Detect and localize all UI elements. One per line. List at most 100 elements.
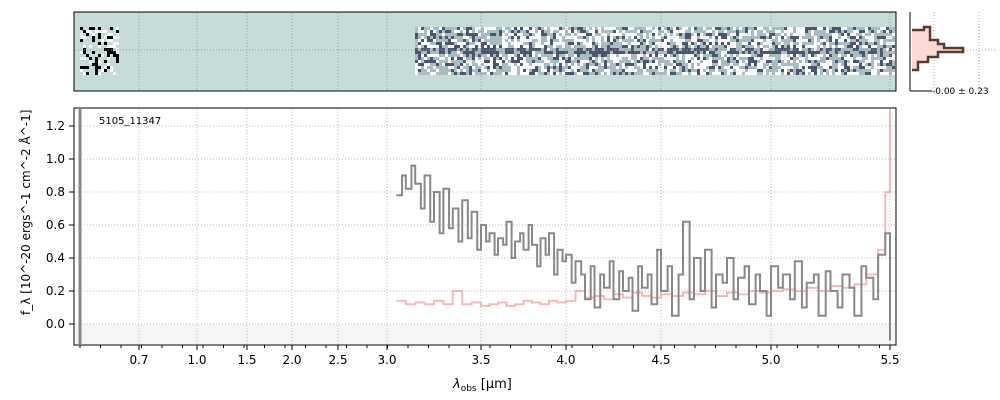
- pixel: [772, 51, 775, 54]
- pixel: [466, 42, 469, 45]
- pixel: [577, 60, 580, 63]
- pixel: [478, 57, 481, 60]
- pixel: [832, 42, 835, 45]
- pixel: [853, 63, 856, 66]
- pixel: [733, 45, 736, 48]
- pixel: [526, 60, 529, 63]
- pixel: [754, 51, 757, 54]
- pixel: [748, 63, 751, 66]
- pixel: [475, 69, 478, 72]
- pixel: [775, 39, 778, 42]
- pixel: [646, 48, 649, 51]
- pixel: [700, 51, 703, 54]
- pixel: [823, 27, 826, 30]
- pixel: [682, 60, 685, 63]
- pixel: [829, 45, 832, 48]
- pixel: [604, 39, 607, 42]
- pixel: [736, 66, 739, 69]
- pixel: [721, 42, 724, 45]
- pixel: [550, 33, 553, 36]
- pixel: [886, 42, 889, 45]
- pixel: [499, 30, 502, 33]
- pixel: [628, 54, 631, 57]
- pixel: [667, 33, 670, 36]
- pixel: [871, 48, 874, 51]
- x-tick-label: 2.0: [282, 353, 301, 367]
- pixel: [475, 51, 478, 54]
- pixel: [865, 36, 868, 39]
- pixel: [856, 45, 859, 48]
- pixel: [487, 48, 490, 51]
- pixel: [496, 60, 499, 63]
- pixel: [643, 69, 646, 72]
- pixel: [601, 63, 604, 66]
- pixel: [562, 33, 565, 36]
- pixel: [550, 60, 553, 63]
- pixel: [706, 69, 709, 72]
- pixel: [544, 69, 547, 72]
- pixel: [433, 57, 436, 60]
- pixel: [892, 60, 895, 63]
- pixel: [721, 63, 724, 66]
- pixel: [517, 60, 520, 63]
- pixel: [691, 36, 694, 39]
- pixel: [691, 51, 694, 54]
- pixel: [523, 42, 526, 45]
- pixel: [523, 51, 526, 54]
- pixel: [730, 57, 733, 60]
- pixel: [601, 33, 604, 36]
- pixel: [868, 63, 871, 66]
- pixel: [553, 48, 556, 51]
- pixel: [658, 45, 661, 48]
- pixel: [478, 63, 481, 66]
- pixel: [472, 51, 475, 54]
- pixel: [613, 72, 616, 75]
- pixel: [772, 36, 775, 39]
- pixel: [775, 42, 778, 45]
- pixel: [451, 66, 454, 69]
- pixel: [556, 72, 559, 75]
- pixel: [829, 27, 832, 30]
- pixel: [664, 66, 667, 69]
- y-tick-label: 0.6: [46, 218, 65, 232]
- pixel: [598, 30, 601, 33]
- pixel: [823, 54, 826, 57]
- pixel: [550, 36, 553, 39]
- pixel: [664, 48, 667, 51]
- pixel: [532, 39, 535, 42]
- pixel: [667, 69, 670, 72]
- pixel: [697, 36, 700, 39]
- pixel: [883, 57, 886, 60]
- pixel: [574, 39, 577, 42]
- pixel: [427, 69, 430, 72]
- pixel: [586, 30, 589, 33]
- pixel: [577, 54, 580, 57]
- pixel: [472, 27, 475, 30]
- pixel: [883, 45, 886, 48]
- pixel: [556, 48, 559, 51]
- pixel: [805, 36, 808, 39]
- pixel: [592, 42, 595, 45]
- pixel: [586, 54, 589, 57]
- pixel: [883, 66, 886, 69]
- pixel: [637, 51, 640, 54]
- pixel: [610, 51, 613, 54]
- pixel: [694, 42, 697, 45]
- pixel: [808, 60, 811, 63]
- pixel: [637, 39, 640, 42]
- pixel: [688, 30, 691, 33]
- pixel: [481, 60, 484, 63]
- pixel: [862, 57, 865, 60]
- pixel: [826, 39, 829, 42]
- pixel: [685, 57, 688, 60]
- pixel: [790, 72, 793, 75]
- pixel: [424, 66, 427, 69]
- pixel: [622, 30, 625, 33]
- pixel: [814, 36, 817, 39]
- pixel: [415, 63, 418, 66]
- pixel: [877, 54, 880, 57]
- pixel: [463, 72, 466, 75]
- pixel: [703, 45, 706, 48]
- y-tick-label: 0.8: [46, 185, 65, 199]
- pixel: [724, 63, 727, 66]
